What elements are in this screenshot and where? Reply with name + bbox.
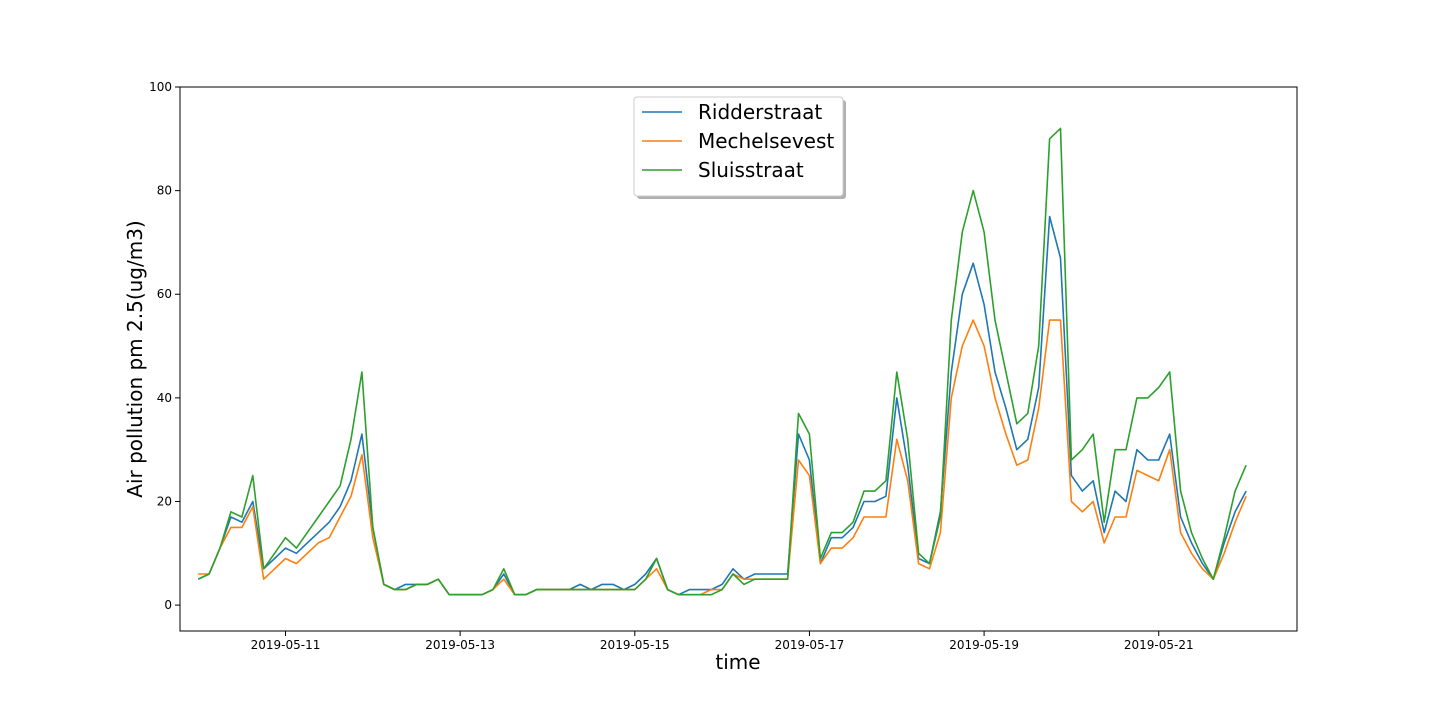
y-tick-label: 0 (164, 598, 172, 612)
x-tick-label: 2019-05-11 (251, 638, 321, 652)
y-axis-title: Air pollution pm 2.5(ug/m3) (123, 220, 147, 497)
y-tick-label: 80 (157, 184, 172, 198)
y-tick-label: 40 (157, 391, 172, 405)
y-tick-label: 100 (149, 80, 172, 94)
y-axis: 0 20 40 60 80 100 (149, 80, 180, 612)
x-axis-title: time (715, 650, 760, 674)
plot-frame (179, 86, 1298, 632)
legend-label: Mechelsevest (698, 129, 834, 153)
y-tick-label: 20 (157, 494, 172, 508)
y-tick-label: 60 (157, 287, 172, 301)
x-tick-label: 2019-05-19 (949, 638, 1019, 652)
series-layer (197, 127, 1247, 596)
x-tick-label: 2019-05-17 (775, 638, 845, 652)
legend-label: Sluisstraat (698, 158, 804, 182)
legend-box (633, 96, 844, 197)
legend: Ridderstraat Mechelsevest Sluisstraat (633, 96, 846, 199)
x-tick-label: 2019-05-13 (425, 638, 495, 652)
legend-label: Ridderstraat (698, 100, 822, 124)
x-tick-label: 2019-05-21 (1124, 638, 1194, 652)
x-tick-label: 2019-05-15 (600, 638, 670, 652)
x-axis: 2019-05-11 2019-05-13 2019-05-15 2019-05-17… (251, 631, 1194, 652)
series-line-2 (197, 127, 1247, 596)
